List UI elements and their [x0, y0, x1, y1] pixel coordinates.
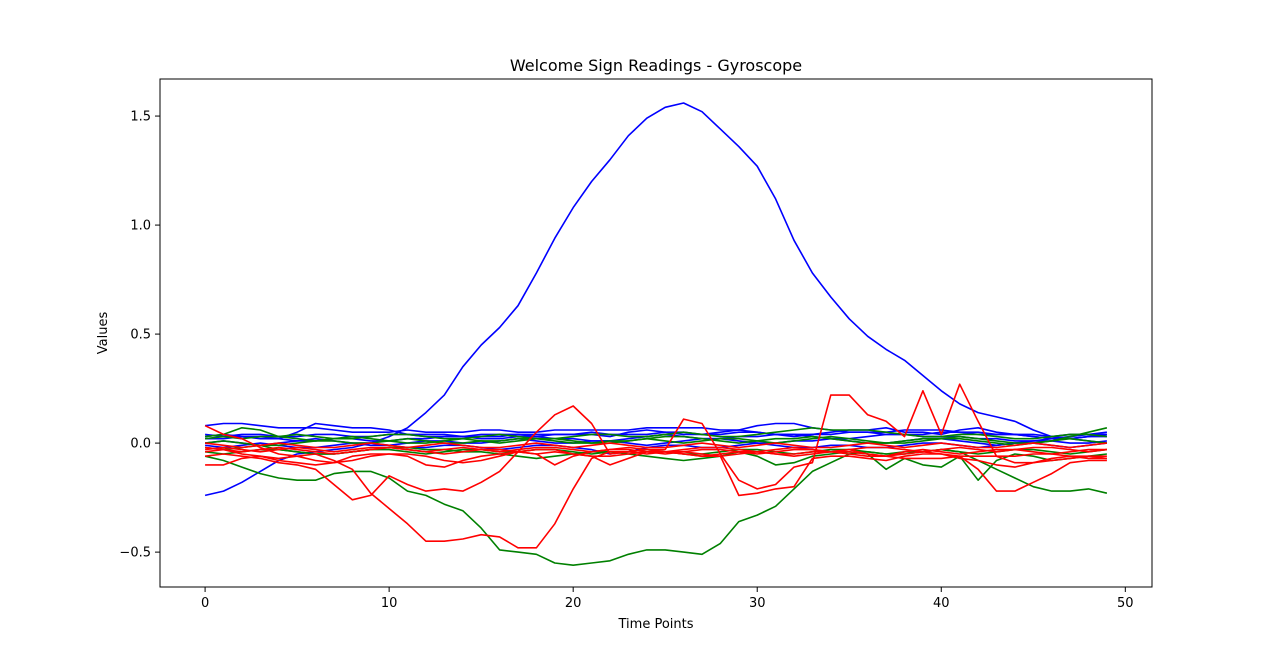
y-tick-label: 1.0 — [130, 219, 151, 234]
series-line-0 — [204, 102, 1107, 497]
x-axis-label: Time Points — [618, 617, 694, 632]
series-line-12 — [205, 426, 1107, 440]
series-line-10 — [205, 435, 1107, 447]
series-line-17 — [205, 446, 1107, 466]
y-tick-label: 0.0 — [130, 437, 151, 452]
x-tick-label: 10 — [381, 596, 398, 611]
x-tick-label: 30 — [749, 596, 766, 611]
x-tick-label: 50 — [1117, 596, 1134, 611]
x-axis: 0 10 20 30 40 50 — [201, 587, 1134, 611]
series-line-2 — [205, 422, 1107, 440]
y-tick-label: 1.5 — [130, 110, 151, 125]
y-tick-label: 0.5 — [130, 328, 151, 343]
x-tick-label: 40 — [933, 596, 950, 611]
y-axis: −0.5 0.0 0.5 1.0 1.5 — [119, 110, 160, 561]
series-line-18 — [205, 442, 1107, 449]
series-layer — [204, 102, 1108, 567]
series-line-7 — [205, 426, 1108, 444]
y-tick-label: −0.5 — [119, 546, 151, 561]
series-line-13 — [205, 383, 1107, 490]
series-line-19 — [205, 446, 1107, 453]
x-tick-label: 20 — [565, 596, 582, 611]
x-tick-label: 0 — [201, 596, 209, 611]
y-axis-label: Values — [96, 312, 111, 355]
series-line-15 — [205, 450, 1107, 501]
chart-title: Welcome Sign Readings - Gyroscope — [510, 56, 802, 75]
plot-frame — [159, 78, 1153, 588]
